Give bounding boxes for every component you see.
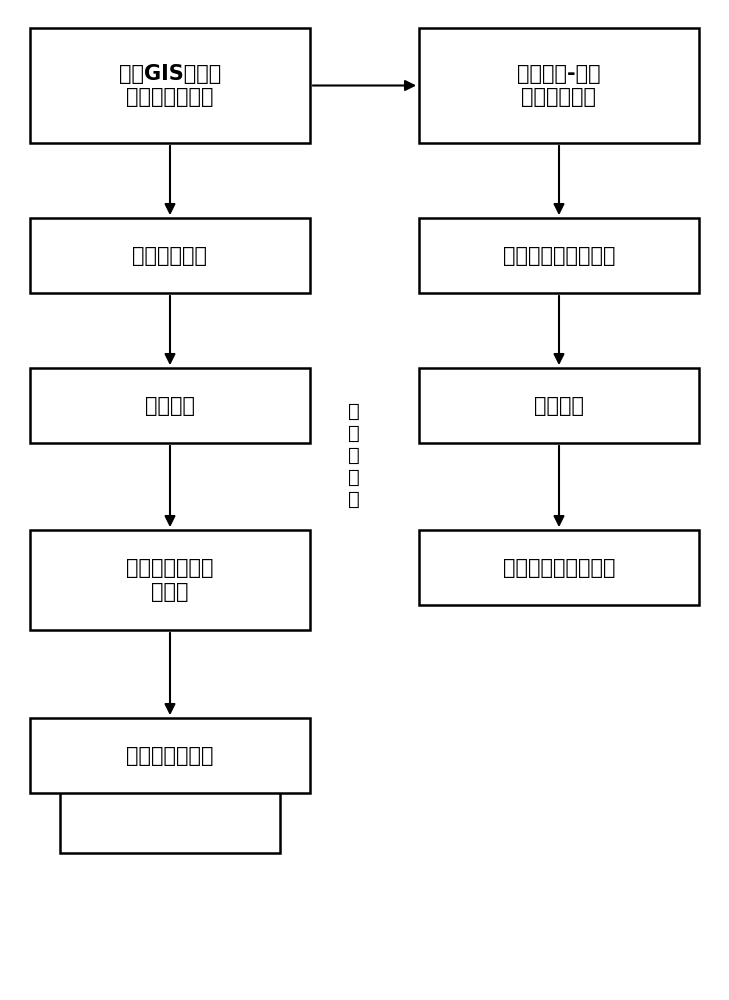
Bar (419, 28, 699, 143)
Text: 建立GIS隔离开
关仿真三维模型: 建立GIS隔离开 关仿真三维模型 (119, 64, 221, 107)
Text: 设定电磁场边界
和激励: 设定电磁场边界 和激励 (126, 558, 214, 602)
Bar (30, 218, 310, 293)
Text: 设定流体-温度
场边界和激励: 设定流体-温度 场边界和激励 (517, 64, 601, 107)
Bar (30, 718, 310, 793)
Bar (60, 768, 280, 853)
Text: 电磁场损耗计算: 电磁场损耗计算 (126, 746, 214, 766)
Text: 提取流线: 提取流线 (534, 395, 584, 416)
Bar (419, 218, 699, 293)
Bar (30, 368, 310, 443)
Text: 选择外壳温度监测点: 选择外壳温度监测点 (503, 558, 615, 578)
Bar (30, 530, 310, 630)
Bar (419, 530, 699, 605)
Text: 网格剖分: 网格剖分 (145, 395, 195, 416)
Bar (419, 368, 699, 443)
Text: 设置材料属性: 设置材料属性 (133, 245, 208, 265)
Text: 开展稳态热分析计算: 开展稳态热分析计算 (503, 245, 615, 265)
Text: 损
耗
为
热
源: 损 耗 为 热 源 (348, 401, 360, 508)
Bar (30, 28, 310, 143)
